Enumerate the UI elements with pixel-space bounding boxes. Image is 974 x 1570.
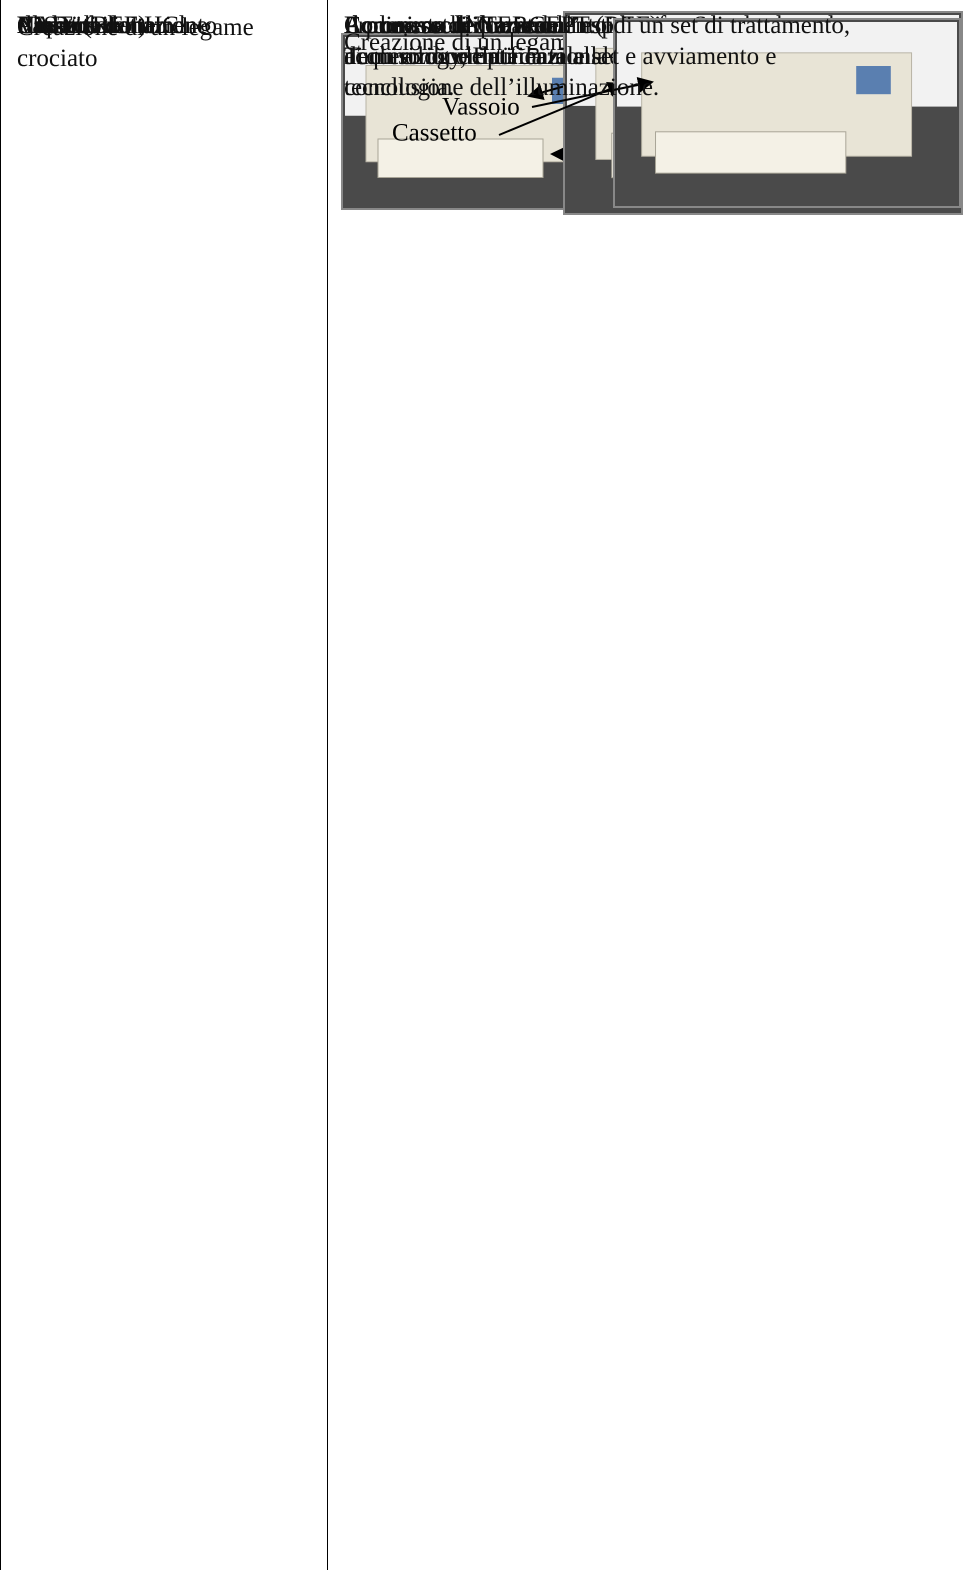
term-text: CAD: [17, 12, 70, 39]
term-text: crociato: [17, 44, 98, 72]
term-cell: Ciclo di trattamento: [0, 0, 328, 1570]
term-text: Ciclo di trattamento: [17, 12, 217, 39]
term-text: Cassetto: [17, 12, 102, 39]
description-text: Il processo di caricamento di un set di …: [344, 12, 851, 39]
term-text: Numero donazione: [17, 12, 208, 39]
device-tray: [655, 131, 847, 174]
term-text: ID set (REF): [17, 12, 147, 39]
description-text: Codice set INTERCEPT (REF).: [344, 12, 665, 39]
term-text: Amotosalen HCl: [17, 12, 186, 39]
description-cell: Il processo di caricamento di un set di …: [327, 0, 974, 1570]
device-screen: [856, 66, 891, 95]
callout-label: Cassetto: [392, 120, 477, 147]
term-text: Illuminazione: [17, 12, 156, 39]
callout-line: [531, 77, 654, 108]
illustration: Vassoio: [442, 18, 961, 208]
term-text: Vassoio: [17, 12, 95, 39]
term-text: NIST: [17, 12, 73, 39]
description-text: acquisizione dati da tale set e avviamen…: [344, 43, 777, 70]
description-text: tecnologia.: [344, 74, 455, 101]
description-text: conclusione dell’illuminazione.: [344, 74, 660, 101]
term-text: Creazione di un legame: [17, 13, 254, 41]
term-text: Coperchio: [17, 12, 122, 39]
callout-label: Vassoio: [442, 94, 520, 121]
device-tray: [377, 138, 544, 178]
description-cell: Codice set INTERCEPT (REF).: [327, 0, 974, 1570]
